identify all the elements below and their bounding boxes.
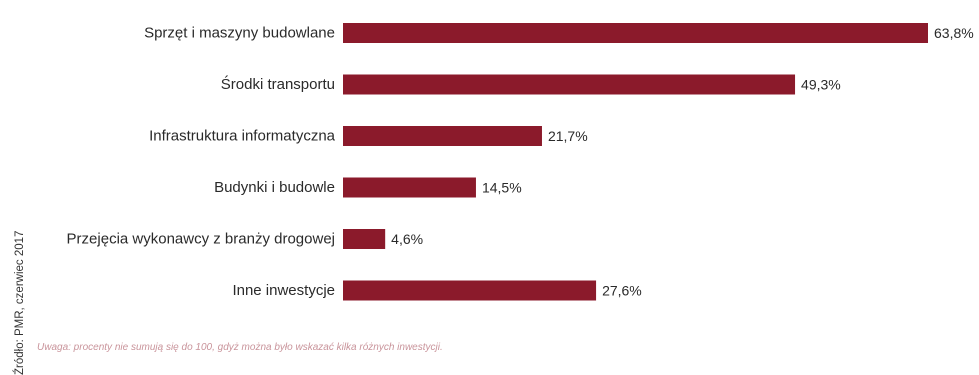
category-label: Infrastruktura informatyczna <box>149 128 336 145</box>
bar <box>343 23 928 43</box>
category-label: Inne inwestycje <box>232 282 335 299</box>
bar <box>343 126 542 146</box>
bar <box>343 74 796 95</box>
category-label: Budynki i budowle <box>214 179 335 196</box>
bar <box>343 280 597 301</box>
category-label: Przejęcia wykonawcy z branży drogowej <box>67 231 335 248</box>
bar <box>343 177 476 198</box>
source-label: Źródło: PMR, czerwiec 2017 <box>14 230 26 375</box>
value-label: 21,7% <box>548 128 588 144</box>
bar <box>343 229 386 249</box>
footnote: Uwaga: procenty nie sumują się do 100, g… <box>37 342 443 353</box>
value-label: 4,6% <box>391 231 423 247</box>
value-label: 63,8% <box>934 25 974 41</box>
value-label: 27,6% <box>602 283 642 299</box>
category-label: Środki transportu <box>221 75 335 93</box>
category-label: Sprzęt i maszyny budowlane <box>144 25 335 42</box>
value-label: 14,5% <box>482 180 522 196</box>
value-label: 49,3% <box>801 77 841 93</box>
